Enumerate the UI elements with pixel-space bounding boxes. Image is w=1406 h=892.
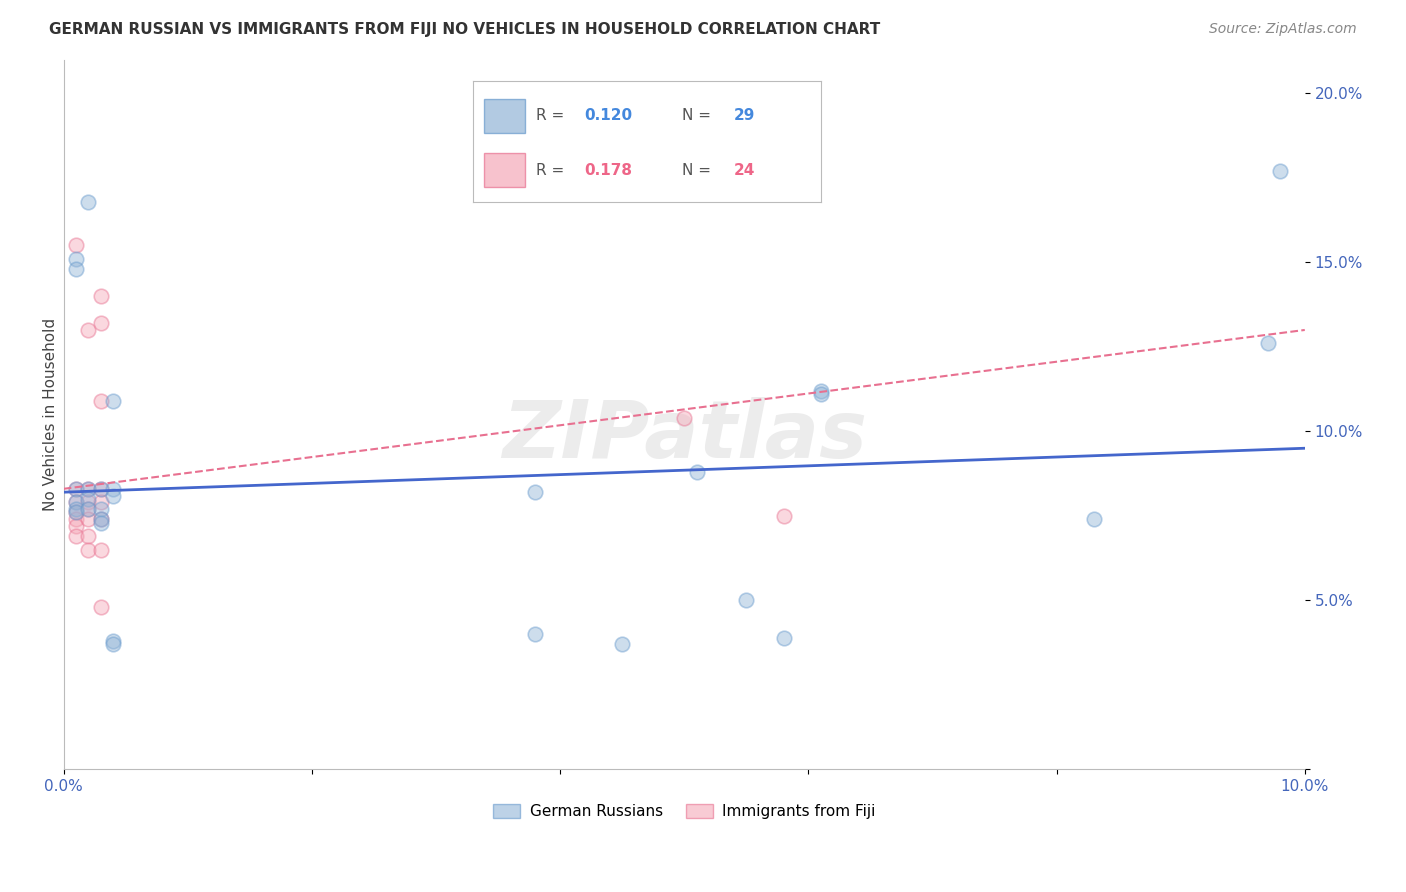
Point (103, 633, 125, 648)
Point (90, 512, 112, 526)
Point (90, 502, 112, 516)
Point (65, 262, 87, 277)
Point (90, 516, 112, 530)
Text: ZIPatlas: ZIPatlas (502, 397, 866, 475)
Point (65, 506, 87, 520)
Point (65, 519, 87, 533)
Point (77, 529, 100, 543)
Point (1257, 336, 1279, 351)
Y-axis label: No Vehicles in Household: No Vehicles in Household (44, 318, 58, 511)
Point (524, 627, 547, 641)
Point (65, 495, 87, 509)
Point (103, 489, 125, 503)
Point (673, 410, 696, 425)
Legend: German Russians, Immigrants from Fiji: German Russians, Immigrants from Fiji (486, 798, 882, 825)
Point (524, 485, 547, 500)
Point (90, 289, 112, 303)
Point (772, 508, 794, 523)
Point (77, 495, 100, 509)
Point (77, 502, 100, 516)
Point (65, 482, 87, 496)
Point (90, 512, 112, 526)
Point (1268, 164, 1291, 178)
Text: GERMAN RUSSIAN VS IMMIGRANTS FROM FIJI NO VEHICLES IN HOUSEHOLD CORRELATION CHAR: GERMAN RUSSIAN VS IMMIGRANTS FROM FIJI N… (49, 22, 880, 37)
Point (77, 502, 100, 516)
Point (65, 252, 87, 266)
Point (772, 631, 794, 645)
Point (65, 502, 87, 516)
Point (685, 465, 707, 479)
Point (90, 542, 112, 557)
Point (1083, 512, 1105, 526)
Point (90, 393, 112, 408)
Point (77, 482, 100, 496)
Point (65, 482, 87, 496)
Point (90, 482, 112, 496)
Point (810, 384, 832, 398)
Point (810, 387, 832, 401)
Point (77, 323, 100, 337)
Point (65, 238, 87, 252)
Point (65, 512, 87, 526)
Point (103, 393, 125, 408)
Point (90, 600, 112, 615)
Point (77, 491, 100, 506)
Point (65, 529, 87, 543)
Point (65, 506, 87, 520)
Point (90, 316, 112, 330)
Point (77, 512, 100, 526)
Point (90, 482, 112, 496)
Point (612, 637, 634, 651)
Point (103, 637, 125, 651)
Point (77, 482, 100, 496)
Point (103, 482, 125, 496)
Point (65, 495, 87, 509)
Point (735, 593, 758, 607)
Point (90, 495, 112, 509)
Point (77, 194, 100, 209)
Point (77, 542, 100, 557)
Text: Source: ZipAtlas.com: Source: ZipAtlas.com (1209, 22, 1357, 37)
